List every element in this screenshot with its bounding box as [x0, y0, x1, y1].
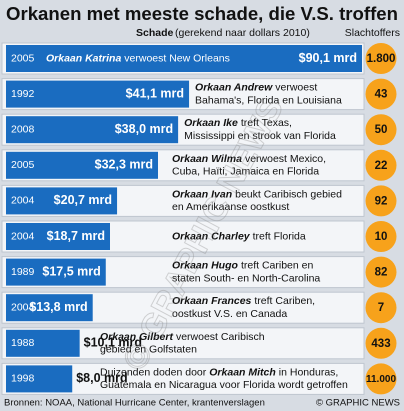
credit: © GRAPHIC NEWS — [316, 398, 400, 409]
hurricane-name: Orkaan Frances — [172, 295, 252, 307]
hurricane-name: Orkaan Katrina — [46, 52, 121, 64]
description: Duizenden doden door Orkaan Mitch in Hondu… — [100, 366, 338, 378]
deaths-marker — [365, 43, 397, 74]
value-title: Schade — [136, 27, 174, 39]
deaths-label: 1.800 — [367, 53, 396, 65]
description-text: en Amerikaanse oostkust — [172, 201, 289, 213]
year-label: 1992 — [11, 88, 35, 100]
deaths-label: 433 — [371, 338, 390, 350]
bar — [6, 187, 118, 215]
value-label: $32,3 mrd — [95, 158, 153, 172]
description: Orkaan Ivan beukt Caribisch gebied — [172, 188, 342, 200]
description-text: oostkust V.S. en Canada — [172, 308, 287, 320]
value-label: $17,5 mrd — [42, 264, 100, 278]
hurricane-name: Orkaan Gilbert — [100, 331, 173, 343]
hurricane-name: Orkaan Hugo — [172, 259, 239, 271]
description-text: treft Texas, — [241, 117, 292, 129]
chart-title: Orkanen met meeste schade, die V.S. trof… — [6, 3, 398, 24]
bar — [6, 116, 179, 144]
hurricane-name: Orkaan Ike — [184, 117, 238, 129]
description-text: Bahama's, Florida en Louisiana — [195, 94, 342, 106]
value-note: (gerekend naar dollars 2010) — [175, 27, 310, 39]
year-label: 1998 — [11, 373, 35, 385]
hurricane-name: Orkaan Mitch — [209, 366, 276, 378]
bar — [6, 223, 110, 250]
description: Orkaan Frances treft Cariben, — [172, 295, 315, 307]
description: Orkaan Katrina verwoest New Orleans — [46, 52, 230, 64]
description-text: treft Cariben, — [254, 295, 315, 307]
description-text: Mississippi en strook van Florida — [184, 130, 336, 142]
hurricane-name: Orkaan Andrew — [195, 81, 273, 93]
deaths-label: 22 — [375, 160, 388, 172]
description-text: Cuba, Haïti, Jamaica en Florida — [172, 166, 319, 178]
value-label: $18,7 mrd — [47, 229, 105, 243]
value-label: $20,7 mrd — [54, 193, 112, 207]
description: Orkaan Wilma verwoest Mexico, — [172, 153, 326, 165]
bar — [6, 45, 362, 72]
deaths-label: 92 — [375, 195, 388, 207]
description-text: beukt Caribisch gebied — [235, 188, 342, 200]
description-text: treft Florida — [253, 230, 306, 242]
value-label: $10,1 mrd — [84, 336, 142, 350]
bar — [6, 80, 190, 108]
bar — [6, 151, 158, 179]
description-text: verwoest — [275, 81, 317, 93]
description-text: gebied en Golfstaten — [100, 344, 197, 356]
year-label: 1988 — [11, 337, 35, 349]
description: Orkaan Charley treft Florida — [172, 230, 306, 242]
year-label: 2004 — [11, 301, 35, 313]
sources: Bronnen: NOAA, National Hurricane Center… — [4, 398, 265, 409]
deaths-marker — [365, 78, 397, 110]
value-label: $41,1 mrd — [126, 86, 184, 100]
description: Orkaan Gilbert verwoest Caribisch — [100, 331, 265, 343]
description: Orkaan Hugo treft Cariben en — [172, 259, 313, 271]
deaths-label: 50 — [375, 124, 388, 136]
description-text: verwoest New Orleans — [124, 52, 230, 64]
description-text: in Honduras, — [279, 366, 339, 378]
bar — [6, 329, 80, 357]
bar — [6, 365, 73, 393]
hurricane-name: Orkaan Wilma — [172, 153, 242, 165]
deaths-marker — [365, 327, 397, 359]
deaths-label: 82 — [375, 267, 388, 279]
value-label: $90,1 mrd — [299, 51, 357, 65]
description-text: Guatemala en Nicaragua voor Florida word… — [100, 379, 348, 391]
value-label: $8,0 mrd — [76, 371, 127, 385]
year-label: 1989 — [11, 266, 35, 278]
description-text: treft Cariben en — [241, 259, 314, 271]
bar — [6, 294, 93, 322]
deaths-label: 10 — [375, 231, 388, 243]
description-text: verwoest Caribisch — [176, 331, 265, 343]
deaths-marker — [365, 292, 397, 324]
year-label: 2004 — [11, 230, 35, 242]
description: Orkaan Andrew verwoest — [195, 81, 317, 93]
description-text: staten South- en North-Carolina — [172, 272, 320, 284]
year-label: 2004 — [11, 195, 35, 207]
bar — [6, 258, 106, 286]
year-label: 2005 — [11, 159, 35, 171]
hurricane-name: Orkaan Charley — [172, 230, 251, 242]
deaths-marker — [365, 114, 397, 146]
deaths-marker — [365, 221, 397, 252]
deaths-title: Slachtoffers — [345, 27, 400, 39]
deaths-label: 43 — [375, 89, 388, 101]
description-text: verwoest Mexico, — [245, 153, 326, 165]
description-lead: Duizenden doden door — [100, 366, 207, 378]
description: Orkaan Ike treft Texas, — [184, 117, 292, 129]
value-label: $38,0 mrd — [115, 122, 173, 136]
deaths-marker — [365, 185, 397, 217]
deaths-marker — [365, 363, 397, 395]
year-label: 2008 — [11, 123, 35, 135]
deaths-label: 7 — [378, 302, 384, 314]
deaths-marker — [365, 149, 397, 181]
year-label: 2005 — [11, 52, 35, 64]
deaths-label: 11.000 — [366, 374, 396, 385]
deaths-marker — [365, 256, 397, 288]
value-label: $13,8 mrd — [29, 300, 87, 314]
hurricane-name: Orkaan Ivan — [172, 188, 232, 200]
